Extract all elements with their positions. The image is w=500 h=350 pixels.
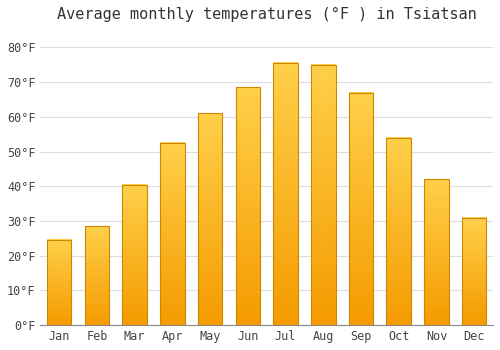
Bar [160,143,184,325]
Bar [386,138,411,325]
Bar [348,92,374,325]
Bar [236,88,260,325]
Bar [47,240,72,325]
Bar [274,63,298,325]
Bar [84,226,109,325]
Bar [424,179,448,325]
Bar [311,65,336,325]
Bar [122,184,147,325]
Bar [198,113,222,325]
Bar [462,218,486,325]
Title: Average monthly temperatures (°F ) in Tsiatsan: Average monthly temperatures (°F ) in Ts… [57,7,476,22]
